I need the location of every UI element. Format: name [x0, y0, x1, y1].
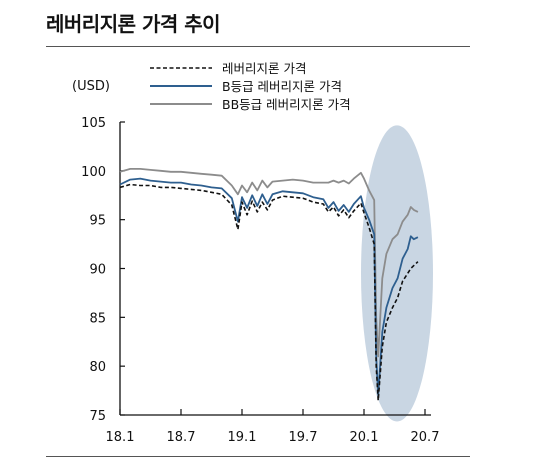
series-line-2	[119, 168, 419, 358]
axes: 75 80 85 90 95 100 105 18.1 18.7 19.1 19.7 20.1 20.7	[81, 116, 439, 445]
series-lines	[119, 168, 419, 402]
series-line-1	[119, 177, 419, 397]
legend: 레버리지론 가격 B등급 레버리지론 가격 BB등급 레버리지론 가격	[150, 61, 351, 112]
y-tick-label: 85	[89, 311, 106, 326]
highlight-layer	[361, 125, 433, 422]
y-tick-label: 105	[81, 116, 106, 131]
y-tick-label: 90	[89, 263, 106, 278]
x-tick-label: 19.1	[228, 430, 257, 445]
highlight-ellipse	[361, 125, 433, 422]
y-tick-label: 95	[89, 214, 106, 229]
x-tick-label: 18.7	[167, 430, 196, 445]
y-tick-label: 80	[89, 360, 106, 375]
x-tick-label: 20.7	[411, 430, 440, 445]
legend-label-0: 레버리지론 가격	[222, 61, 306, 76]
chart-title: 레버리지론 가격 추이	[46, 12, 221, 36]
x-tick-label: 19.7	[289, 430, 318, 445]
y-axis-unit-label: (USD)	[72, 79, 110, 94]
title-divider	[46, 46, 470, 47]
legend-label-1: B등급 레버리지론 가격	[222, 79, 342, 94]
y-tick-label: 75	[89, 409, 106, 424]
legend-label-2: BB등급 레버리지론 가격	[222, 97, 351, 112]
bottom-divider	[46, 456, 470, 457]
x-tick-label: 20.1	[350, 430, 379, 445]
y-tick-label: 100	[81, 165, 106, 180]
x-tick-label: 18.1	[106, 430, 135, 445]
